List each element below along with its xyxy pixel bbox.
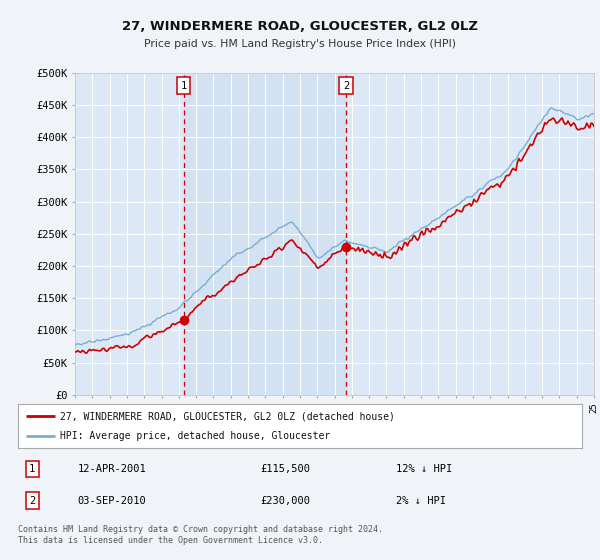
Bar	[184, 73, 346, 395]
Text: 03-SEP-2010: 03-SEP-2010	[77, 496, 146, 506]
Text: 12-APR-2001: 12-APR-2001	[77, 464, 146, 474]
Text: 1: 1	[29, 464, 35, 474]
Text: £230,000: £230,000	[260, 496, 311, 506]
Text: 1: 1	[181, 81, 187, 91]
Text: 2: 2	[343, 81, 349, 91]
Text: 2% ↓ HPI: 2% ↓ HPI	[396, 496, 446, 506]
Text: £115,500: £115,500	[260, 464, 311, 474]
Text: 27, WINDERMERE ROAD, GLOUCESTER, GL2 0LZ: 27, WINDERMERE ROAD, GLOUCESTER, GL2 0LZ	[122, 20, 478, 32]
Text: HPI: Average price, detached house, Gloucester: HPI: Average price, detached house, Glou…	[60, 431, 331, 441]
Text: Contains HM Land Registry data © Crown copyright and database right 2024.
This d: Contains HM Land Registry data © Crown c…	[18, 525, 383, 545]
Text: 27, WINDERMERE ROAD, GLOUCESTER, GL2 0LZ (detached house): 27, WINDERMERE ROAD, GLOUCESTER, GL2 0LZ…	[60, 411, 395, 421]
Text: 2: 2	[29, 496, 35, 506]
Text: Price paid vs. HM Land Registry's House Price Index (HPI): Price paid vs. HM Land Registry's House …	[144, 39, 456, 49]
Text: 12% ↓ HPI: 12% ↓ HPI	[396, 464, 452, 474]
